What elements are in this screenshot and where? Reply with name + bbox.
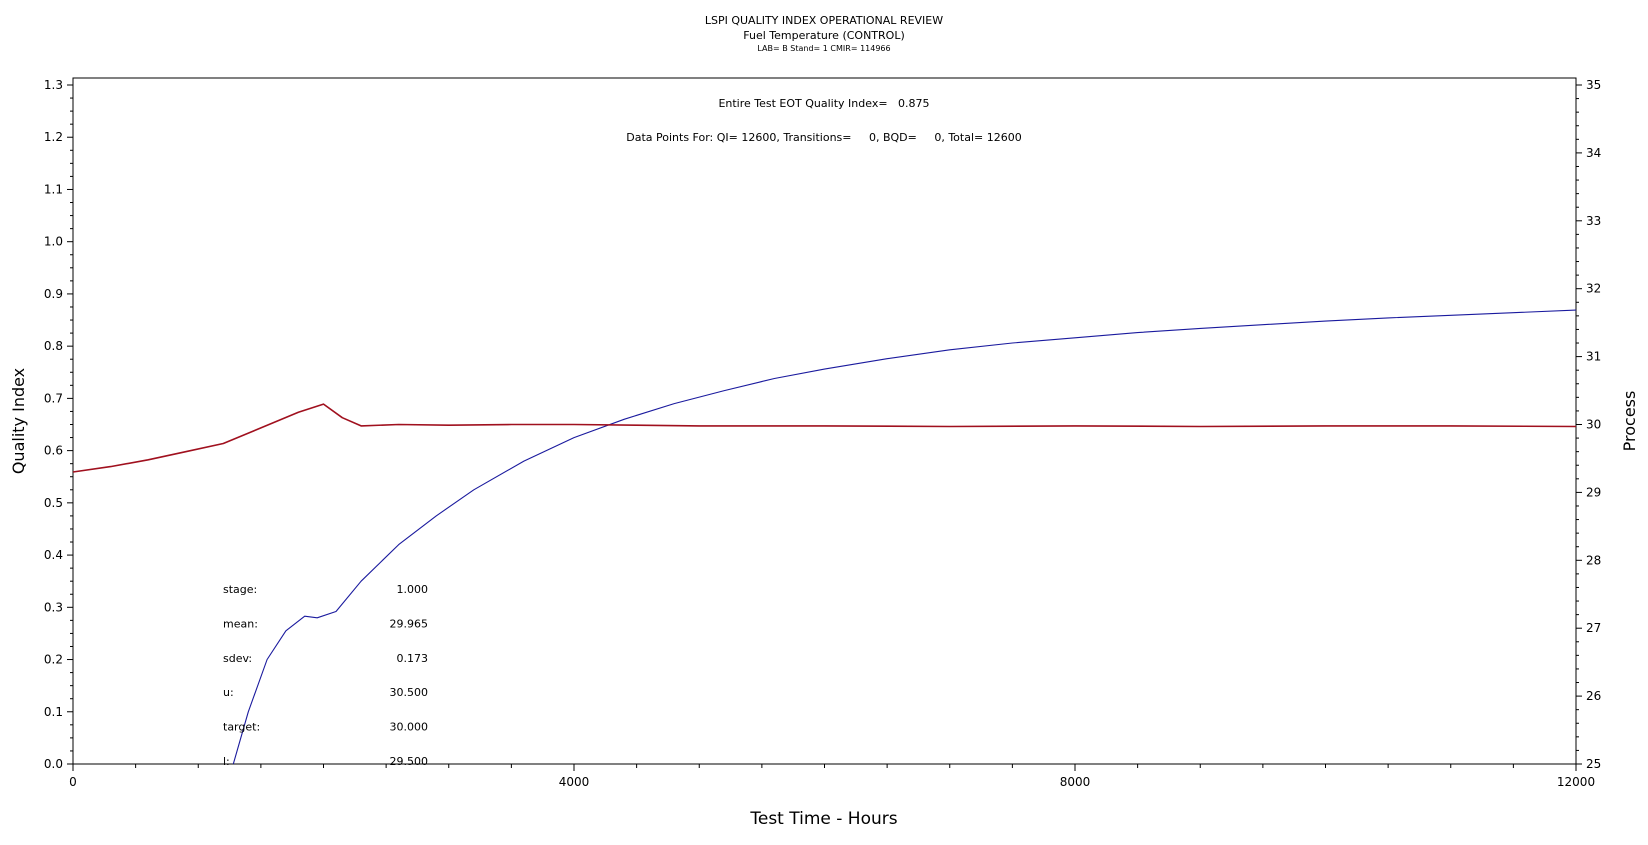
stat-label: l: xyxy=(223,755,230,768)
stats-box: stage: 1.000 mean: 29.965 sdev: 0.173 u: 30.500… xyxy=(223,583,428,768)
series-layer xyxy=(72,309,1577,765)
y2-tick-label: 30 xyxy=(1586,418,1601,432)
y-tick-label: 0.6 xyxy=(44,444,63,458)
y2-tick-label: 26 xyxy=(1586,689,1601,703)
quality-index-series-line xyxy=(232,309,1577,765)
y-tick-label: 1.3 xyxy=(44,78,63,92)
y2-tick-label: 27 xyxy=(1586,621,1601,635)
stat-value: 1.000 xyxy=(397,583,429,596)
y-tick-label: 1.0 xyxy=(44,235,63,249)
x-axis-label: Test Time - Hours xyxy=(749,809,897,829)
y2-tick-label: 28 xyxy=(1586,553,1601,567)
stat-label: stage: xyxy=(223,583,257,596)
stat-value: 30.500 xyxy=(390,686,429,699)
y-tick-label: 0.1 xyxy=(44,705,63,719)
x-tick-label: 0 xyxy=(69,775,77,789)
stat-label: target: xyxy=(223,721,260,734)
y-tick-label: 0.4 xyxy=(44,548,63,562)
stat-label: u: xyxy=(223,686,234,699)
y-tick-label: 1.1 xyxy=(44,182,63,196)
x-tick-label: 4000 xyxy=(559,775,590,789)
axes: 0.0 0.1 0.2 0.3 0.4 0.5 0.6 0.7 0.8 0.9 1.0 1.1 1.2 1… xyxy=(44,78,1601,789)
y-tick-label: 1.2 xyxy=(44,130,63,144)
chart-title: LSPI QUALITY INDEX OPERATIONAL REVIEW xyxy=(705,14,943,27)
data-points-annotation: Data Points For: QI= 12600, Transitions=… xyxy=(626,131,1021,144)
stat-value: 0.173 xyxy=(397,652,429,665)
y-axis-label: Quality Index xyxy=(9,368,28,474)
y-tick-label: 0.0 xyxy=(44,757,63,771)
x-tick-label: 8000 xyxy=(1060,775,1091,789)
y-tick-label: 0.3 xyxy=(44,600,63,614)
y2-tick-label: 33 xyxy=(1586,214,1601,228)
y2-tick-label: 31 xyxy=(1586,350,1601,364)
chart-subtitle-2: LAB= B Stand= 1 CMIR= 114966 xyxy=(757,44,890,53)
y2-tick-label: 29 xyxy=(1586,485,1601,499)
stat-value: 29.500 xyxy=(390,755,429,768)
qi-annotation: Entire Test EOT Quality Index= 0.875 xyxy=(718,97,929,110)
y-tick-label: 0.7 xyxy=(44,391,63,405)
y2-tick-label: 32 xyxy=(1586,282,1601,296)
y-tick-label: 0.9 xyxy=(44,287,63,301)
y-tick-label: 0.8 xyxy=(44,339,63,353)
plot-frame xyxy=(72,77,1577,765)
chart-subtitle: Fuel Temperature (CONTROL) xyxy=(743,29,905,42)
y2-tick-label: 25 xyxy=(1586,757,1601,771)
y2-axis-label: Process xyxy=(1620,391,1639,452)
y2-tick-label: 34 xyxy=(1586,146,1601,160)
stat-value: 29.965 xyxy=(390,617,429,630)
y2-tick-label: 35 xyxy=(1586,78,1601,92)
process-series-line xyxy=(72,403,1577,473)
x-tick-label: 12000 xyxy=(1557,775,1595,789)
stat-label: mean: xyxy=(223,617,258,630)
stat-value: 30.000 xyxy=(390,721,429,734)
stat-label: sdev: xyxy=(223,652,252,665)
y-tick-label: 0.5 xyxy=(44,496,63,510)
y-tick-label: 0.2 xyxy=(44,653,63,667)
